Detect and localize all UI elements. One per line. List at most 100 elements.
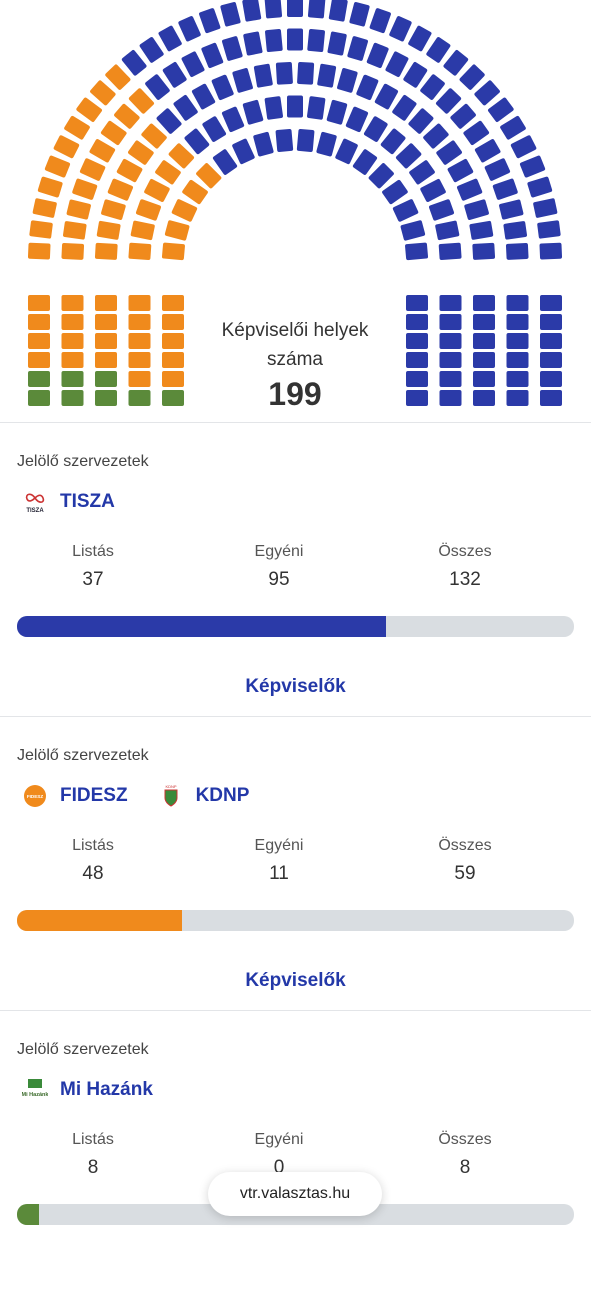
organization: Mi Hazánk Mi Hazánk — [22, 1077, 153, 1103]
seat — [395, 143, 422, 169]
representatives-link[interactable]: Képviselők — [245, 970, 346, 991]
seat — [406, 371, 428, 387]
seat — [253, 131, 274, 157]
seat — [162, 314, 184, 330]
seat — [540, 390, 562, 406]
seat — [527, 176, 553, 198]
seat — [95, 352, 117, 368]
seat — [540, 333, 562, 349]
seat — [128, 390, 151, 406]
seat — [469, 220, 494, 240]
seat — [76, 97, 102, 122]
seat — [199, 8, 221, 34]
stat: Listás 37 — [13, 543, 173, 591]
progress-bar — [17, 910, 574, 931]
organization-name: KDNP — [195, 785, 250, 806]
seat — [506, 314, 529, 330]
stat-value: 8 — [87, 1157, 99, 1178]
seat — [28, 352, 50, 368]
seat — [316, 131, 337, 157]
seat — [191, 83, 216, 110]
seat — [540, 295, 562, 311]
seat — [429, 199, 455, 221]
page: Képviselői helyek száma 199 Jelölő szerv… — [0, 0, 591, 1225]
organization: TISZA TISZA — [22, 489, 115, 515]
seat — [459, 64, 485, 90]
seat — [463, 120, 490, 146]
seat — [405, 242, 429, 261]
seat — [211, 74, 234, 100]
stat-label: Összes — [438, 837, 492, 854]
seat — [472, 242, 496, 260]
seat — [423, 123, 449, 149]
seat — [500, 115, 526, 140]
seat — [156, 108, 182, 134]
seat — [473, 295, 495, 311]
seat — [366, 42, 389, 69]
seat — [121, 50, 147, 76]
seat — [510, 135, 537, 159]
seat — [540, 314, 562, 330]
progress-fill — [17, 1204, 40, 1225]
seat — [317, 63, 337, 88]
seat — [473, 352, 495, 368]
stat: Listás 8 — [13, 1131, 173, 1179]
seat — [161, 242, 185, 261]
seat — [385, 51, 409, 77]
organizations: FIDESZ FIDESZ KDNP KDNP — [22, 781, 279, 811]
seat — [182, 179, 208, 205]
seat — [484, 158, 511, 181]
seat — [265, 28, 283, 53]
seat — [242, 99, 264, 125]
seat — [201, 42, 224, 69]
seat — [450, 103, 476, 129]
seat — [173, 95, 198, 121]
seat — [90, 80, 116, 106]
seat — [519, 155, 546, 178]
seat — [473, 333, 495, 349]
seat — [506, 390, 529, 406]
seat — [155, 160, 181, 185]
seat — [537, 220, 561, 239]
seat — [130, 220, 155, 241]
seat — [326, 99, 348, 125]
representatives-link[interactable]: Képviselők — [245, 676, 346, 697]
seat — [406, 352, 428, 368]
seat — [158, 25, 182, 52]
url-toast[interactable]: vtr.valasztas.hu — [208, 1172, 382, 1216]
seat — [95, 333, 117, 349]
seat — [63, 221, 87, 240]
seat — [352, 149, 378, 175]
seat — [162, 352, 184, 368]
seat — [406, 390, 428, 406]
seat — [196, 163, 222, 189]
organization-name: TISZA — [60, 491, 115, 512]
seat — [116, 158, 143, 183]
seat — [408, 108, 434, 134]
seat — [145, 74, 170, 100]
seat — [349, 2, 370, 27]
seat — [406, 333, 428, 349]
seat — [144, 178, 170, 202]
progress-bar — [17, 616, 574, 637]
seat — [474, 139, 501, 163]
seat — [114, 103, 140, 129]
seat — [287, 28, 303, 51]
stat-value: 11 — [269, 863, 289, 884]
seat — [242, 0, 262, 22]
stat-value: 0 — [273, 1157, 285, 1178]
seat — [28, 371, 50, 387]
seat — [327, 31, 347, 56]
seat — [403, 62, 428, 88]
seat — [128, 295, 151, 311]
seat — [128, 352, 151, 368]
seat — [128, 314, 151, 330]
party-logo: FIDESZ — [24, 785, 46, 807]
seat — [426, 37, 451, 63]
organizations: Mi Hazánk Mi Hazánk — [22, 1075, 183, 1105]
seat — [253, 63, 273, 88]
seat — [492, 178, 518, 200]
seat — [345, 106, 369, 133]
seat — [105, 64, 131, 90]
party-card: Jelölő szervezetek Mi Hazánk Mi Hazánk List… — [0, 1010, 591, 1305]
